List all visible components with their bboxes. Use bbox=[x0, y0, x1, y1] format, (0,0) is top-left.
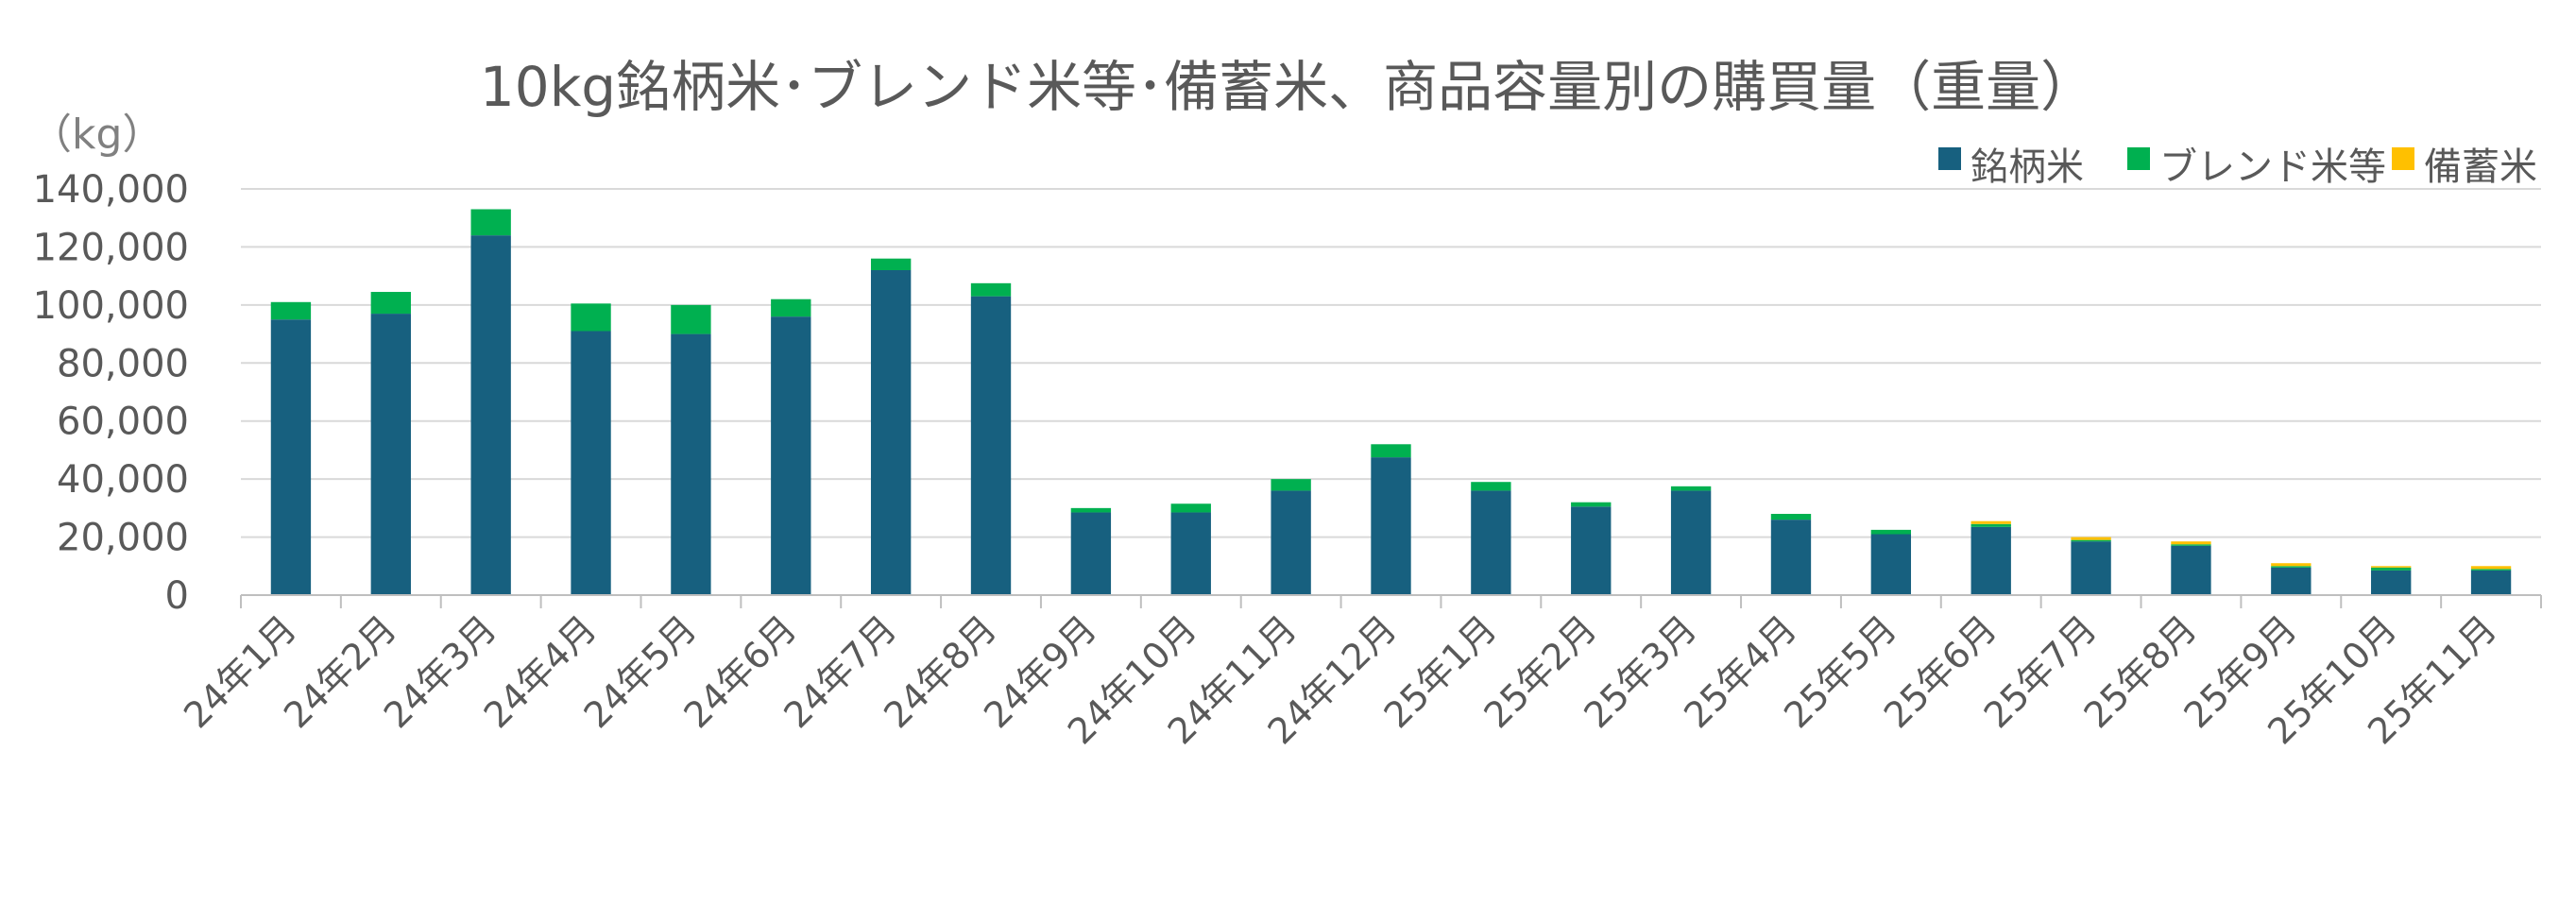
bar-segment bbox=[1670, 486, 1712, 491]
legend-swatch bbox=[2127, 147, 2150, 170]
bar-segment bbox=[2271, 567, 2312, 595]
chart-title: 10kg銘柄米･ブレンド米等･備蓄米、商品容量別の購買量（重量） bbox=[480, 55, 2095, 119]
bars bbox=[270, 209, 2512, 595]
bar-segment bbox=[2171, 545, 2211, 595]
bar-segment bbox=[2271, 566, 2312, 568]
y-tick-label: 80,000 bbox=[57, 342, 189, 385]
bar-segment bbox=[1970, 523, 2011, 527]
bar-segment bbox=[1271, 490, 1311, 595]
bar-segment bbox=[2371, 566, 2412, 568]
bar-segment bbox=[970, 296, 1012, 595]
bar-segment bbox=[270, 319, 312, 595]
bar-segment bbox=[270, 301, 312, 320]
legend-label: ブレンド米等 bbox=[2159, 145, 2386, 189]
y-tick-label: 100,000 bbox=[33, 284, 189, 328]
x-axis: 24年1月24年2月24年3月24年4月24年5月24年6月24年7月24年8月… bbox=[176, 594, 2542, 752]
bar-segment bbox=[1070, 512, 1112, 595]
bar-segment bbox=[1471, 482, 1511, 491]
legend-label: 銘柄米 bbox=[1970, 145, 2084, 189]
bar-segment bbox=[771, 298, 811, 317]
bar-segment bbox=[470, 209, 511, 236]
bar-segment bbox=[1271, 479, 1311, 491]
bar-segment bbox=[1571, 506, 1612, 595]
bar-segment bbox=[2071, 541, 2111, 595]
bar-segment bbox=[2470, 569, 2512, 571]
bar-segment bbox=[1870, 534, 1912, 595]
bar-segment bbox=[1670, 490, 1712, 595]
bar-segment bbox=[1870, 529, 1912, 535]
bar-segment bbox=[1070, 507, 1112, 513]
bar-segment bbox=[771, 316, 811, 595]
bar-segment bbox=[470, 235, 511, 595]
y-tick-label: 20,000 bbox=[57, 517, 189, 560]
y-tick-label: 60,000 bbox=[57, 401, 189, 444]
bar-segment bbox=[1970, 526, 2011, 595]
bar-segment bbox=[1471, 490, 1511, 595]
y-axis-unit-label: （kg） bbox=[30, 111, 163, 159]
bar-segment bbox=[2470, 566, 2512, 570]
bar-segment bbox=[1371, 444, 1411, 458]
bar-segment bbox=[2371, 570, 2412, 595]
legend-swatch bbox=[2392, 147, 2414, 170]
y-tick-label: 120,000 bbox=[33, 226, 189, 269]
y-tick-label: 40,000 bbox=[57, 458, 189, 502]
bar-segment bbox=[1770, 520, 1812, 595]
bar-segment bbox=[370, 314, 411, 595]
bar-segment bbox=[870, 258, 912, 270]
bar-segment bbox=[1571, 502, 1612, 507]
bar-segment bbox=[1371, 457, 1411, 595]
bar-segment bbox=[2071, 537, 2111, 540]
bar-segment bbox=[2071, 539, 2111, 542]
bar-segment bbox=[2171, 541, 2211, 545]
bar-segment bbox=[1170, 503, 1211, 513]
y-axis: 0 20,000 40,000 60,000 80,000 100,000 120,000 1… bbox=[33, 168, 189, 618]
bar-segment bbox=[370, 292, 411, 315]
legend-label: 備蓄米 bbox=[2424, 145, 2537, 189]
y-tick-label: 140,000 bbox=[33, 168, 189, 212]
bar-segment bbox=[970, 282, 1012, 297]
bar-segment bbox=[671, 333, 711, 595]
bar-segment bbox=[571, 331, 611, 595]
legend: 銘柄米 ブレンド米等 備蓄米 bbox=[1938, 145, 2537, 189]
bar-segment bbox=[2371, 567, 2412, 571]
bar-segment bbox=[2171, 544, 2211, 546]
bar-segment bbox=[870, 270, 912, 595]
bar-segment bbox=[2271, 563, 2312, 567]
bar-segment bbox=[1170, 512, 1211, 595]
gridlines bbox=[241, 188, 2541, 538]
bar-segment bbox=[571, 303, 611, 332]
y-tick-label: 0 bbox=[165, 574, 189, 618]
bar-segment bbox=[1970, 520, 2011, 524]
bar-segment bbox=[2470, 570, 2512, 595]
bar-segment bbox=[671, 304, 711, 334]
bar-segment bbox=[1770, 514, 1812, 520]
legend-swatch bbox=[1938, 147, 1961, 170]
